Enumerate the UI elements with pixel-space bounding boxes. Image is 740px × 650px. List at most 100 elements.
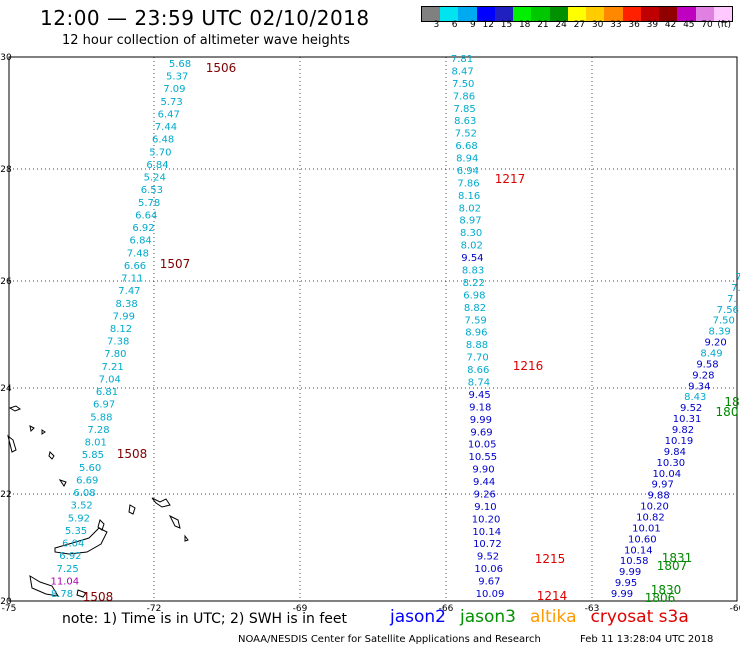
color-swatch (586, 7, 605, 21)
pass-time-label: 1506 (206, 61, 237, 75)
wave-height-label: 7.86 (457, 178, 479, 189)
wave-height-label: 8.30 (460, 228, 482, 239)
wave-height-label: 8.12 (110, 324, 132, 335)
pass-time-label: 1216 (513, 359, 544, 373)
wave-height-label: 9.52 (680, 403, 702, 414)
wave-height-label: 8.96 (465, 328, 487, 339)
wave-height-label: 7. (727, 294, 737, 305)
wave-height-label: 6.68 (455, 141, 477, 152)
page-title: 12:00 — 23:59 UTC 02/10/2018 (40, 6, 370, 30)
wave-height-label: 7.09 (163, 84, 185, 95)
wave-height-label: 8.74 (468, 377, 490, 388)
wave-height-label: 9.99 (470, 415, 492, 426)
wave-height-label: 8.82 (464, 303, 486, 314)
wave-height-label: 6.08 (73, 488, 95, 499)
credit-line: NOAA/NESDIS Center for Satellite Applica… (238, 634, 541, 645)
y-tick-label: 22 (0, 490, 11, 500)
wave-height-label: 8.39 (709, 327, 731, 338)
wave-height-label: 10.05 (468, 440, 497, 451)
color-scale-label: 45 (683, 20, 695, 30)
wave-height-label: 5.78 (138, 198, 160, 209)
color-scale-label: 9 (469, 20, 476, 30)
wave-height-label: 10.14 (472, 527, 501, 538)
wave-height-label: 7.52 (455, 129, 477, 140)
color-scale-label: 6 (451, 20, 458, 30)
wave-height-label: 10.20 (472, 514, 501, 525)
color-swatch (476, 7, 495, 21)
wave-height-label: 10.19 (665, 436, 694, 447)
y-tick-label: 30 (0, 53, 12, 63)
color-swatch (659, 7, 678, 21)
wave-height-label: 5.70 (149, 147, 171, 158)
color-swatch (531, 7, 550, 21)
wave-height-label: 8.97 (459, 216, 481, 227)
wave-height-label: 8.63 (454, 116, 476, 127)
legend-cryosat-s3a: cryosat s3a (590, 607, 689, 627)
wave-height-label: 5.73 (160, 97, 182, 108)
color-scale-label: 36 (628, 20, 640, 30)
wave-height-label: 6.81 (96, 387, 118, 398)
page-subtitle: 12 hour collection of altimeter wave hei… (62, 33, 350, 48)
wave-height-label: 9.90 (472, 465, 494, 476)
wave-height-label: 6.64 (135, 210, 157, 221)
wave-height-label: 10.72 (473, 539, 502, 550)
wave-height-label: 7.99 (113, 311, 135, 322)
track-t1: 5.68 5.377.09 5.736.47 7.44 6.485.70 6.84 5.24… (50, 59, 191, 600)
wave-height-label: 10.58 (620, 556, 649, 567)
color-scale-label: 33 (610, 20, 622, 30)
color-swatch (695, 7, 714, 21)
pass-time-label: 1831 (662, 551, 693, 565)
pass-time-label: 1807 (657, 559, 688, 573)
color-swatch (640, 7, 660, 21)
wave-height-label: 8.01 (85, 438, 107, 449)
wave-height-label: 6.53 (141, 185, 163, 196)
wave-height-label: 9.26 (474, 489, 496, 500)
wave-height-label: 5.68 (169, 59, 191, 70)
wave-height-label: 10.55 (469, 452, 498, 463)
wave-height-label: 7.81 (451, 54, 473, 65)
color-swatch (549, 7, 568, 21)
pass-time-label: 1508 (83, 590, 114, 604)
wave-height-label: 6.92 (132, 223, 154, 234)
wave-height-label: 7.21 (101, 362, 123, 373)
wave-height-label: 9.67 (478, 577, 500, 588)
wave-height-label: 9.95 (615, 578, 637, 589)
wave-height-label: 9.82 (672, 425, 694, 436)
wave-height-label: 9.52 (477, 552, 499, 563)
wave-height-label: 7.50 (713, 316, 735, 327)
wave-height-label: 9.84 (664, 447, 686, 458)
wave-height-label: 7.47 (118, 286, 140, 297)
wave-height-label: 6.66 (124, 261, 146, 272)
wave-height-label: 5.92 (68, 513, 90, 524)
color-swatch (494, 7, 514, 21)
generated-timestamp: Feb 11 13:28:04 UTC 2018 (580, 634, 714, 645)
wave-height-label: 8.66 (467, 365, 489, 376)
color-scale-label: 30 (591, 20, 604, 30)
x-tick-label: -75 (2, 604, 17, 614)
wave-height-label: 6.92 (59, 551, 81, 562)
wave-height-label: 9.45 (468, 390, 490, 401)
wave-height-label: 7.44 (155, 122, 177, 133)
wave-height-label: 8.83 (462, 266, 484, 277)
wave-height-label: 9.10 (474, 502, 496, 513)
wave-height-label: 3.52 (71, 501, 93, 512)
track-t2: 7.818.477.507.867.858.637.526.688.946.94… (451, 54, 504, 600)
legend-altika: altika (530, 607, 577, 627)
wave-height-label: 6.84 (146, 160, 168, 171)
wave-height-label: 7. (731, 283, 740, 294)
wave-height-label: 10.09 (476, 589, 505, 600)
wave-height-label: 8.02 (459, 203, 481, 214)
x-tick-label: -72 (147, 604, 162, 614)
wave-height-label: 5.85 (82, 450, 104, 461)
wave-height-label: 8.94 (456, 154, 478, 165)
color-scale-label: 42 (664, 20, 677, 30)
pass-time-label: 1806 (645, 591, 676, 605)
wave-height-label: 7.48 (127, 248, 149, 259)
wave-height-label: 6.48 (152, 135, 174, 146)
wave-height-label: 7.04 (99, 374, 121, 385)
track-t3: 7.7.7.7.567.508.399.208.499.589.289.348.… (611, 272, 740, 600)
wave-height-label: 10.06 (474, 564, 503, 575)
pass-time-label: 1508 (117, 447, 148, 461)
wave-height-label: 7.28 (87, 425, 109, 436)
